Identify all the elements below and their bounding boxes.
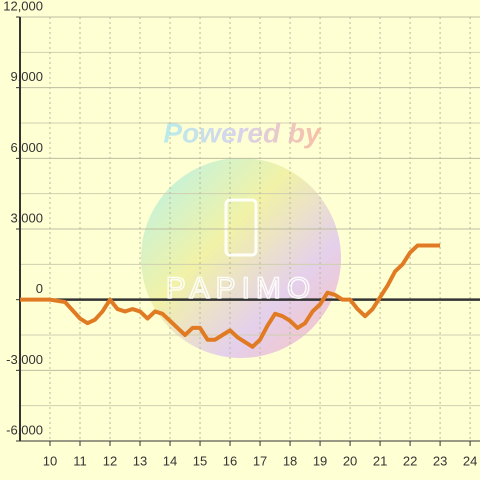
watermark-icon: [224, 198, 258, 257]
x-tick-label: 24: [463, 453, 477, 468]
x-tick-label: 18: [283, 453, 297, 468]
x-tick-label: 10: [43, 453, 57, 468]
x-tick-label: 19: [313, 453, 327, 468]
y-tick-label: 3,000: [10, 210, 43, 225]
watermark-logo: PAPIMO: [166, 272, 316, 305]
watermark-circle: [141, 158, 341, 358]
y-tick-label: 12,000: [3, 0, 43, 13]
watermark-text: Powered by: [163, 117, 322, 148]
watermark: [141, 158, 341, 358]
x-tick-label: 21: [373, 453, 387, 468]
x-tick-label: 11: [73, 453, 87, 468]
y-tick-label: 0: [36, 281, 43, 296]
data-line: [20, 243, 441, 349]
y-tick-label: -6,000: [6, 422, 43, 437]
y-tick-label: 9,000: [10, 69, 43, 84]
x-tick-label: 22: [403, 453, 417, 468]
x-tick-label: 16: [223, 453, 237, 468]
x-tick-label: 23: [433, 453, 447, 468]
y-tick-label: 6,000: [10, 140, 43, 155]
x-tick-label: 13: [133, 453, 147, 468]
y-tick-label: -3,000: [6, 352, 43, 367]
x-tick-label: 20: [343, 453, 357, 468]
x-tick-label: 14: [163, 453, 177, 468]
x-tick-label: 17: [253, 453, 267, 468]
x-tick-label: 15: [193, 453, 207, 468]
x-tick-label: 12: [103, 453, 117, 468]
